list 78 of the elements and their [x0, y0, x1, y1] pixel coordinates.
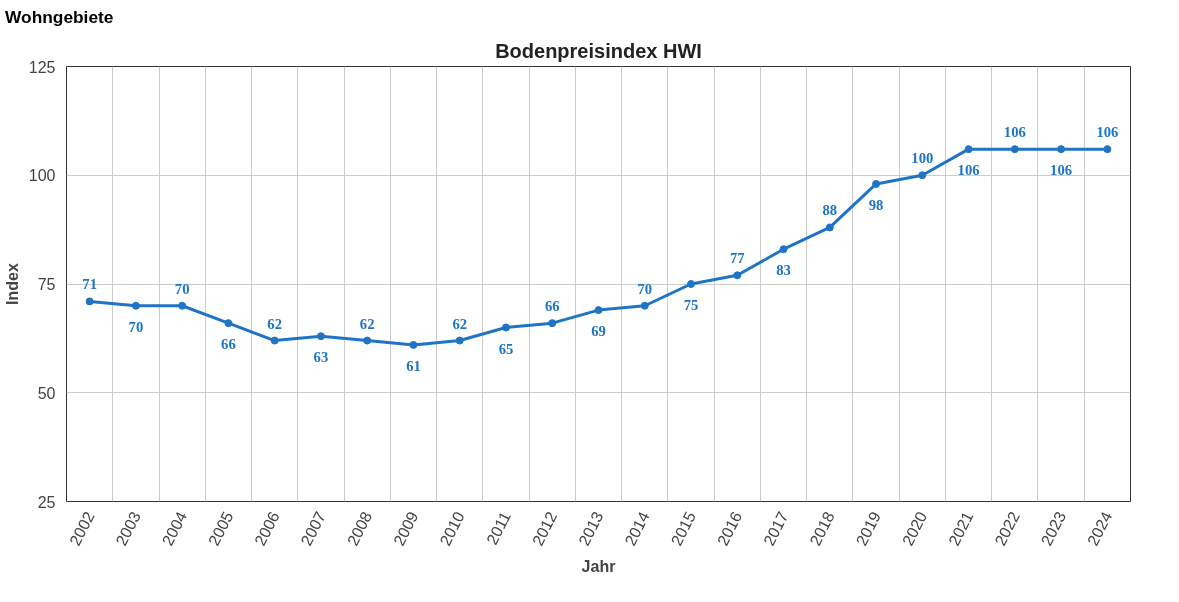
data-label: 77	[729, 250, 745, 267]
data-label: 100	[911, 150, 934, 167]
data-label: 70	[128, 318, 144, 335]
x-tick-label: 2019	[852, 508, 885, 549]
x-tick-label: 2004	[158, 508, 191, 549]
point	[548, 319, 557, 328]
x-tick-label: 2020	[899, 508, 931, 549]
text: Wohngebiete	[5, 6, 114, 29]
x-tick-label: 2011	[483, 508, 515, 548]
x-tick-label: 2018	[806, 508, 838, 549]
y-tick-label: 100	[28, 167, 56, 185]
x-tick-label: 2010	[436, 508, 468, 549]
data-label: 63	[313, 349, 329, 366]
x-tick-label: 2017	[760, 508, 792, 549]
x-tick-label: 2016	[714, 508, 746, 549]
point	[825, 223, 834, 232]
point	[409, 340, 418, 349]
data-label: 106	[1003, 124, 1026, 141]
point	[733, 271, 742, 280]
point	[501, 323, 510, 332]
data-label: 83	[776, 262, 791, 279]
x-tick-label: 2003	[112, 508, 144, 549]
point	[178, 301, 187, 310]
x-tick-label: 2006	[251, 508, 283, 549]
point	[1010, 145, 1019, 154]
point	[316, 332, 325, 341]
data-label: 106	[1050, 162, 1073, 179]
point	[779, 245, 788, 254]
x-tick-label: 2005	[205, 508, 237, 549]
y-tick-label: 75	[37, 276, 56, 293]
y-axis-title: Index	[3, 263, 21, 305]
x-tick-label: 2009	[390, 508, 422, 549]
point	[964, 145, 973, 154]
data-label: 66	[221, 336, 236, 353]
x-tick-label: 2008	[343, 508, 376, 549]
x-axis-title: Jahr	[581, 557, 616, 575]
x-tick-label: 2022	[991, 508, 1023, 549]
x-tick-label: 2013	[575, 508, 607, 549]
x-tick-label: 2021	[945, 508, 977, 549]
point	[687, 280, 696, 288]
data-label: 61	[406, 357, 421, 374]
y-tick-label: 25	[37, 493, 56, 511]
point	[918, 171, 927, 180]
point	[1057, 145, 1066, 154]
x-tick-label: 2014	[621, 508, 653, 549]
data-label: 69	[591, 323, 606, 340]
x-tick-label: 2015	[667, 508, 700, 549]
data-label: 62	[359, 315, 375, 332]
point	[131, 301, 140, 310]
x-tick-label: 2002	[66, 508, 98, 549]
x-tick-label: 2012	[528, 508, 561, 549]
data-label: 88	[822, 202, 838, 219]
data-label: 71	[82, 276, 97, 293]
point	[224, 319, 233, 328]
point	[1103, 145, 1112, 154]
chart-title: Bodenpreisindex HWI	[495, 39, 702, 62]
data-label: 98	[868, 196, 884, 213]
x-tick-label: 2007	[297, 508, 329, 549]
point	[640, 301, 649, 310]
point	[872, 179, 881, 188]
data-label: 70	[174, 280, 190, 297]
point	[594, 306, 603, 315]
data-label: 62	[452, 315, 468, 332]
point	[363, 336, 372, 345]
data-label: 106	[957, 162, 980, 179]
x-tick-label: 2023	[1037, 508, 1070, 549]
data-label: 62	[267, 315, 282, 332]
data-label: 75	[683, 297, 699, 313]
data-label: 66	[544, 298, 560, 315]
point	[85, 297, 94, 306]
x-tick-label: 2024	[1084, 508, 1116, 549]
data-label: 70	[637, 280, 653, 297]
y-tick-label: 125	[28, 58, 56, 76]
point	[455, 336, 464, 345]
data-label: 106	[1096, 124, 1119, 141]
y-tick-label: 50	[37, 384, 56, 402]
data-label: 65	[498, 340, 514, 357]
point	[270, 336, 279, 345]
